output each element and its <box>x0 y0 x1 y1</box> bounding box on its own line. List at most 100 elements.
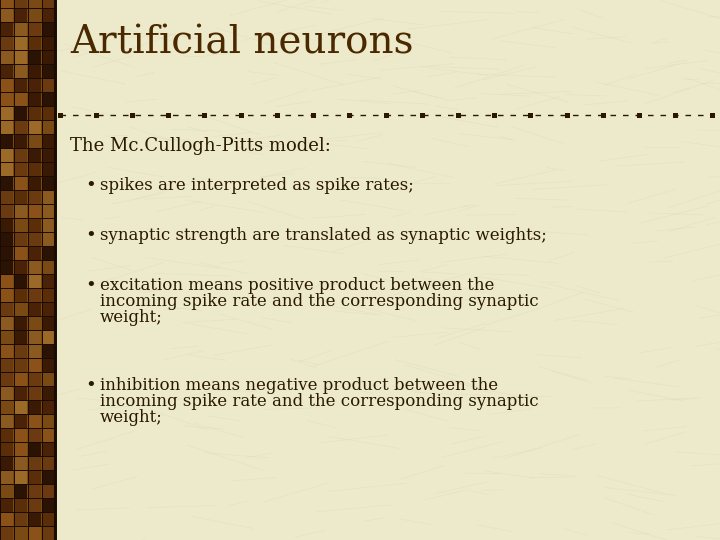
Text: excitation means positive product between the: excitation means positive product betwee… <box>100 277 495 294</box>
Text: incoming spike rate and the corresponding synaptic: incoming spike rate and the correspondin… <box>100 293 539 310</box>
Bar <box>0 205 13 218</box>
Bar <box>0 471 13 484</box>
Bar <box>42 331 55 344</box>
Bar <box>28 513 41 526</box>
Text: weight;: weight; <box>100 409 163 426</box>
Bar <box>0 37 13 50</box>
Bar <box>42 317 55 330</box>
Bar <box>0 345 13 358</box>
Bar <box>14 0 27 8</box>
Bar <box>28 9 41 22</box>
Bar <box>275 112 280 118</box>
Bar <box>42 345 55 358</box>
Bar <box>28 345 41 358</box>
Bar <box>42 23 55 36</box>
Bar <box>202 112 207 118</box>
Bar <box>0 0 13 8</box>
Bar <box>14 65 27 78</box>
Bar <box>42 415 55 428</box>
Bar <box>14 373 27 386</box>
Bar <box>130 112 135 118</box>
Bar <box>14 37 27 50</box>
Bar <box>0 191 13 204</box>
Bar <box>0 275 13 288</box>
Bar <box>28 387 41 400</box>
Bar <box>14 331 27 344</box>
Bar <box>0 429 13 442</box>
Bar <box>42 457 55 470</box>
Bar <box>0 289 13 302</box>
Bar <box>58 112 63 118</box>
Bar <box>28 373 41 386</box>
Bar <box>28 289 41 302</box>
Bar <box>0 261 13 274</box>
Bar <box>0 107 13 120</box>
Bar <box>0 247 13 260</box>
Bar <box>0 331 13 344</box>
Bar <box>0 0 55 540</box>
Bar <box>28 37 41 50</box>
Bar <box>42 107 55 120</box>
Bar <box>420 112 425 118</box>
Bar <box>14 429 27 442</box>
Bar <box>42 177 55 190</box>
Bar <box>28 261 41 274</box>
Bar <box>42 121 55 134</box>
Bar <box>42 303 55 316</box>
Bar <box>28 205 41 218</box>
Bar <box>28 485 41 498</box>
Bar <box>14 415 27 428</box>
Bar <box>42 429 55 442</box>
Bar <box>28 135 41 148</box>
Bar <box>28 401 41 414</box>
Text: inhibition means negative product between the: inhibition means negative product betwee… <box>100 377 498 394</box>
Bar <box>28 429 41 442</box>
Bar <box>14 191 27 204</box>
Bar <box>28 51 41 64</box>
Bar <box>28 415 41 428</box>
Bar <box>0 121 13 134</box>
Bar <box>28 177 41 190</box>
Text: •: • <box>85 377 96 395</box>
Bar <box>14 527 27 540</box>
Bar <box>14 443 27 456</box>
Bar <box>42 289 55 302</box>
Bar <box>564 112 570 118</box>
Bar <box>0 317 13 330</box>
Bar <box>166 112 171 118</box>
Bar <box>28 23 41 36</box>
Bar <box>42 65 55 78</box>
Bar <box>28 443 41 456</box>
Text: incoming spike rate and the corresponding synaptic: incoming spike rate and the correspondin… <box>100 393 539 410</box>
Bar <box>42 149 55 162</box>
Bar <box>42 219 55 232</box>
Bar <box>0 93 13 106</box>
Bar <box>42 9 55 22</box>
Bar <box>0 51 13 64</box>
Bar <box>28 0 41 8</box>
Bar <box>42 233 55 246</box>
Bar <box>0 65 13 78</box>
Bar <box>14 135 27 148</box>
Bar <box>673 112 678 118</box>
Bar <box>14 93 27 106</box>
Bar <box>14 205 27 218</box>
Text: spikes are interpreted as spike rates;: spikes are interpreted as spike rates; <box>100 177 414 194</box>
Bar <box>28 93 41 106</box>
Bar <box>28 247 41 260</box>
Bar <box>0 359 13 372</box>
Bar <box>42 499 55 512</box>
Bar <box>42 471 55 484</box>
Bar <box>14 499 27 512</box>
Bar <box>0 457 13 470</box>
Text: •: • <box>85 227 96 245</box>
Bar <box>28 331 41 344</box>
Bar <box>14 107 27 120</box>
Bar <box>600 112 606 118</box>
Bar <box>42 401 55 414</box>
Bar <box>28 191 41 204</box>
Text: Artificial neurons: Artificial neurons <box>70 25 413 62</box>
Bar <box>14 513 27 526</box>
Bar <box>637 112 642 118</box>
Bar <box>42 205 55 218</box>
